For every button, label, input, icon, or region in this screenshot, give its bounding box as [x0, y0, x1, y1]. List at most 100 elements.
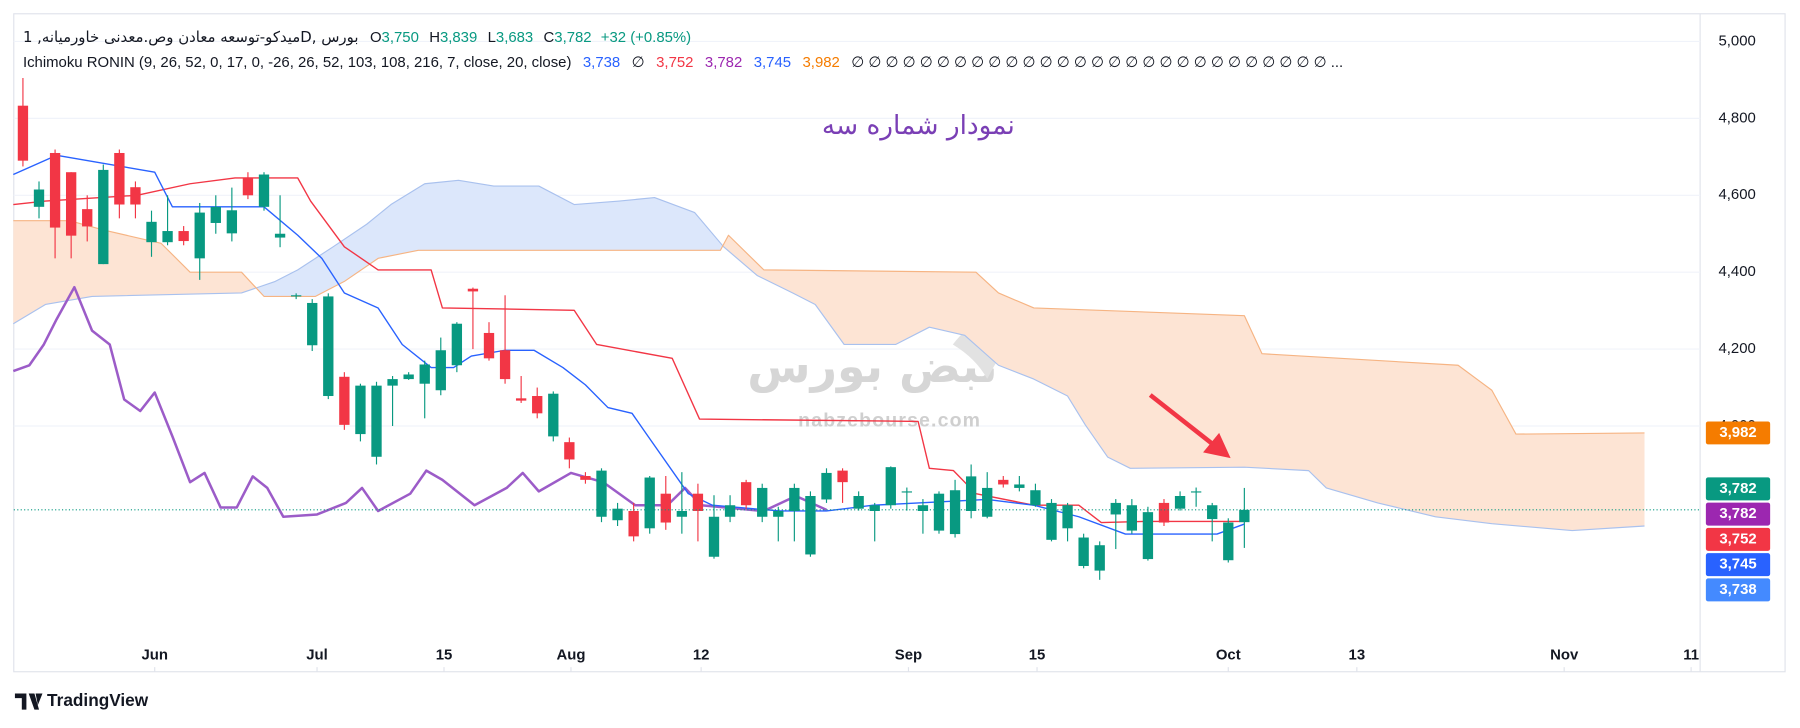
candle-body: [596, 470, 607, 517]
annotation-arrow: [1148, 393, 1231, 459]
candle-body: [355, 385, 366, 435]
arrow-head: [1203, 432, 1231, 459]
candle-body: [885, 467, 896, 506]
candle-body: [998, 479, 1009, 485]
ohlc-value: 3,782: [554, 29, 591, 46]
candle-body: [1094, 545, 1105, 571]
ohlc-key: L: [488, 29, 496, 46]
candle-body: [242, 177, 254, 196]
candle-body: [419, 364, 430, 384]
candle-body: [1207, 505, 1218, 520]
brand-name: TradingView: [47, 690, 149, 710]
legend: میدکو-توسعه معادن وص.معدنی خاورمیانه, 1D…: [23, 28, 1343, 71]
candle-body: [821, 472, 832, 500]
legend-value: ∅: [632, 54, 645, 71]
symbol-line: میدکو-توسعه معادن وص.معدنی خاورمیانه, 1D…: [23, 28, 691, 46]
candle-body: [162, 231, 173, 243]
ichimoku-cloud: [13, 180, 1645, 531]
candle-body: [708, 516, 720, 557]
candle-body: [483, 332, 495, 359]
candle-body: [724, 505, 736, 517]
candle-body: [65, 172, 77, 236]
candle-body: [435, 350, 446, 391]
brand-icon: [14, 693, 43, 710]
candle-body: [210, 206, 221, 223]
candle-body: [1062, 505, 1073, 529]
x-tick-label: 15: [1029, 647, 1046, 664]
y-tick-label: 4,800: [1718, 109, 1755, 126]
candle-body: [499, 350, 511, 380]
candle-body: [1126, 505, 1138, 531]
candle-body: [403, 374, 414, 380]
watermark-logo: نبض بورس: [747, 339, 997, 393]
candle-body: [33, 189, 45, 207]
price-tags: 3,982 3,782 3,782 3,752 3,745 3,738: [1705, 421, 1771, 602]
candle-body: [532, 396, 543, 414]
candle-body: [226, 210, 238, 234]
x-tick-label: 13: [1349, 647, 1366, 664]
legend-value: 3,982: [803, 54, 840, 71]
candle-body: [307, 302, 318, 346]
span-b-line: [13, 220, 1645, 435]
span-a-line: [12, 179, 1645, 532]
price-tag: [1705, 578, 1771, 602]
candle-body: [965, 476, 977, 511]
arrow-shaft: [1148, 393, 1216, 448]
ohlc-value: 3,750: [382, 29, 419, 46]
candle-body: [644, 477, 655, 529]
indicator-name: Ichimoku RONIN (9, 26, 52, 0, 17, 0, -26…: [23, 54, 571, 71]
candle-body: [676, 510, 688, 517]
candle-body: [467, 288, 479, 292]
candle-body: [1190, 491, 1202, 493]
candle-body: [917, 505, 929, 511]
candles: [13, 77, 1701, 580]
candle-body: [933, 493, 945, 531]
candle-body: [1030, 490, 1041, 506]
candle-body: [853, 495, 864, 509]
candle-body: [82, 209, 93, 227]
candle-body: [178, 231, 189, 242]
candle-body: [515, 398, 527, 401]
x-tick-label: Aug: [556, 647, 585, 664]
ohlc-key: C: [544, 29, 555, 46]
legend-value: 3,738: [583, 54, 620, 71]
cloud-fill: [256, 180, 723, 297]
candle-body: [805, 495, 816, 555]
candle-body: [564, 442, 575, 460]
candle-body: [692, 493, 704, 511]
candle-body: [258, 174, 270, 207]
candle-body: [580, 476, 591, 480]
y-tick-label: 5,000: [1718, 32, 1755, 49]
chart-title: نمودار شماره سه: [822, 110, 1015, 141]
candle-body: [548, 393, 559, 437]
axes: 4,0004,2004,4004,6004,8005,000JunJul15Au…: [141, 32, 1756, 672]
candle-body: [130, 187, 141, 205]
candle-body: [1174, 495, 1186, 509]
change: +32 (+0.85%): [601, 29, 691, 46]
candle-body: [660, 493, 671, 523]
kijun-line: [13, 177, 1245, 524]
candle-body: [98, 169, 109, 265]
candle-body: [146, 221, 157, 243]
price-tag-label: 3,738: [1719, 581, 1756, 598]
price-tag: [1705, 502, 1771, 526]
candle-body: [982, 487, 993, 517]
indicator-line: Ichimoku RONIN (9, 26, 52, 0, 17, 0, -26…: [23, 54, 1343, 71]
candle-body: [612, 508, 623, 521]
ohlc-key: O: [370, 29, 382, 46]
candle-body: [339, 376, 350, 425]
candle-body: [49, 152, 61, 228]
candle-body: [17, 105, 29, 161]
candle-body: [869, 505, 880, 511]
candle-body: [114, 152, 125, 205]
candle-body: [628, 510, 639, 537]
x-tick-label: Oct: [1216, 647, 1241, 664]
ohlc-key: H: [429, 29, 440, 46]
price-tag-label: 3,782: [1719, 480, 1756, 497]
candle-body: [1014, 484, 1025, 488]
candle-body: [387, 379, 398, 386]
candle-body: [789, 487, 800, 511]
candle-body: [274, 233, 286, 238]
